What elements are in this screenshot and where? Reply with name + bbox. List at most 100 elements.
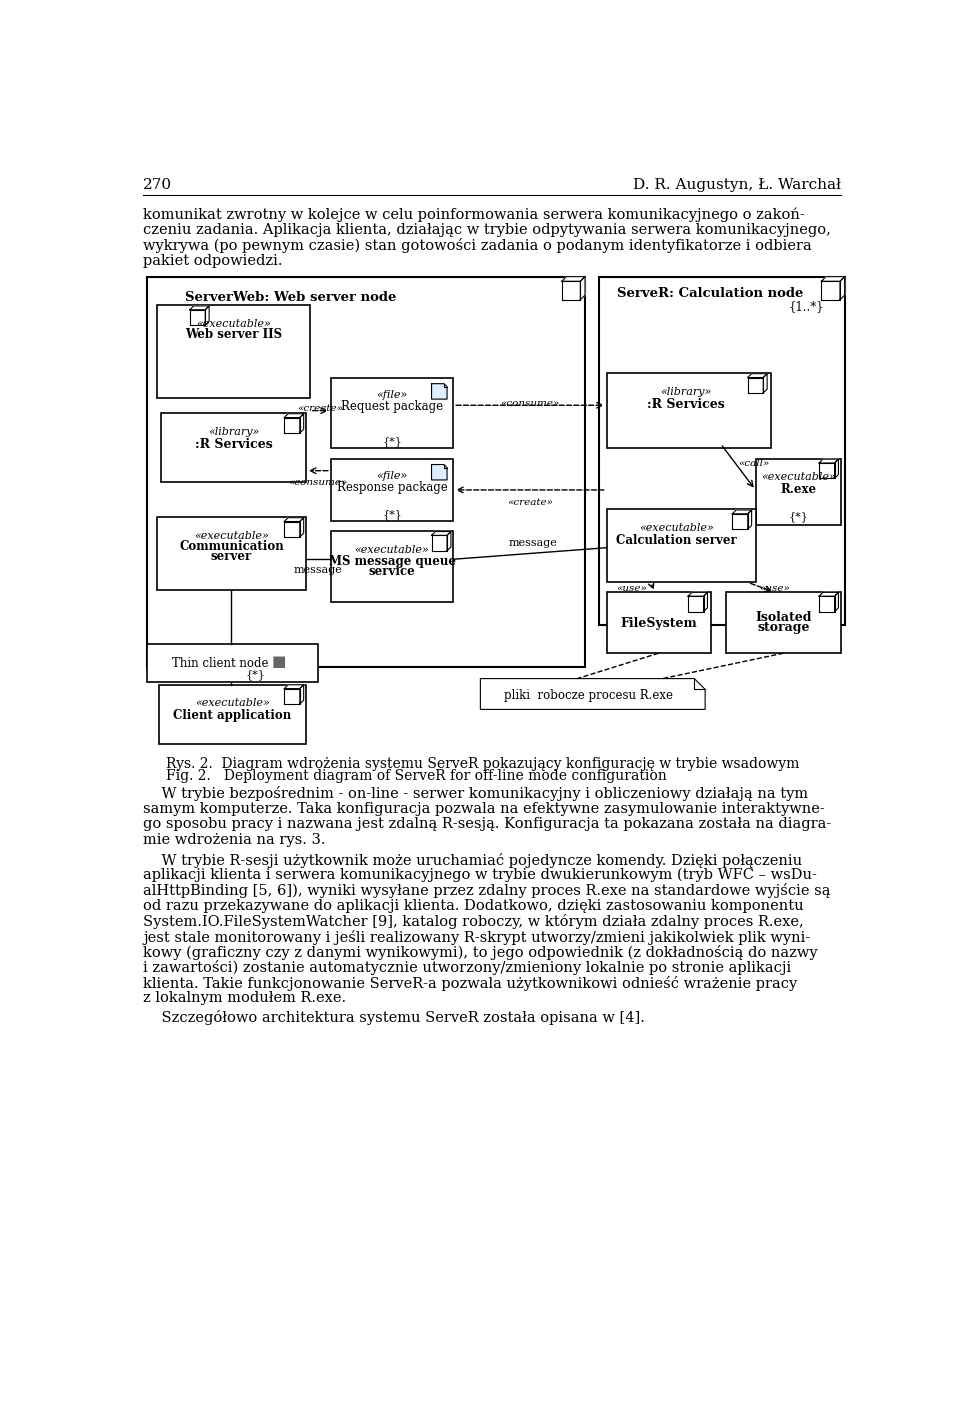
Text: server: server bbox=[211, 550, 252, 562]
Text: FileSystem: FileSystem bbox=[620, 618, 697, 630]
Text: «file»: «file» bbox=[376, 470, 408, 481]
Text: od razu przekazywane do aplikacji klienta. Dodatkowo, dzięki zastosowaniu kompon: od razu przekazywane do aplikacji klient… bbox=[143, 899, 804, 913]
Polygon shape bbox=[822, 281, 840, 300]
Polygon shape bbox=[284, 684, 303, 689]
Text: W trybie R-sesji użytkownik może uruchamiać pojedyncze komendy. Dzięki połączeni: W trybie R-sesji użytkownik może urucham… bbox=[143, 852, 803, 868]
Polygon shape bbox=[432, 383, 447, 399]
Bar bbox=[161, 413, 306, 483]
Text: «executable»: «executable» bbox=[639, 523, 714, 532]
Text: «consume»: «consume» bbox=[289, 479, 348, 487]
Bar bbox=[331, 531, 453, 602]
Polygon shape bbox=[819, 459, 838, 463]
Text: «executable»: «executable» bbox=[195, 697, 270, 707]
Text: {*}: {*} bbox=[788, 511, 808, 523]
Bar bbox=[726, 592, 841, 653]
Bar bbox=[147, 643, 318, 683]
Text: «call»: «call» bbox=[738, 459, 770, 469]
Polygon shape bbox=[562, 281, 581, 300]
Polygon shape bbox=[748, 510, 752, 530]
Text: D. R. Augustyn, Ł. Warchał: D. R. Augustyn, Ł. Warchał bbox=[633, 178, 841, 192]
Polygon shape bbox=[748, 373, 767, 378]
Text: :R Services: :R Services bbox=[647, 399, 725, 412]
Polygon shape bbox=[732, 514, 748, 530]
Polygon shape bbox=[834, 459, 838, 479]
Text: «library»: «library» bbox=[208, 427, 259, 437]
Text: komunikat zwrotny w kolejce w celu poinformowania serwera komunikacyjnego o zako: komunikat zwrotny w kolejce w celu poinf… bbox=[143, 207, 805, 222]
Text: R.exe: R.exe bbox=[780, 483, 816, 496]
Text: z lokalnym modułem R.exe.: z lokalnym modułem R.exe. bbox=[143, 991, 347, 1005]
Polygon shape bbox=[748, 378, 763, 393]
Text: Response package: Response package bbox=[337, 481, 447, 494]
Text: Szczegółowo architektura systemu ServeR została opisana w [4].: Szczegółowo architektura systemu ServeR … bbox=[143, 1010, 645, 1025]
Bar bbox=[599, 277, 845, 625]
Text: go sposobu pracy i nazwana jest zdalną R-sesją. Konfiguracja ta pokazana została: go sposobu pracy i nazwana jest zdalną R… bbox=[143, 816, 831, 831]
Polygon shape bbox=[819, 592, 838, 596]
Text: service: service bbox=[369, 565, 416, 578]
Polygon shape bbox=[284, 521, 300, 537]
Text: kowy (graficzny czy z danymi wynikowymi), to jego odpowiednik (z dokładnością do: kowy (graficzny czy z danymi wynikowymi)… bbox=[143, 946, 818, 960]
Text: pliki  robocze procesu R.exe: pliki robocze procesu R.exe bbox=[504, 689, 673, 701]
Bar bbox=[607, 373, 771, 447]
Text: ServeR: Calculation node: ServeR: Calculation node bbox=[617, 287, 804, 301]
Text: 270: 270 bbox=[143, 178, 173, 192]
Text: ■: ■ bbox=[272, 655, 286, 669]
Polygon shape bbox=[834, 592, 838, 612]
Polygon shape bbox=[284, 689, 300, 704]
Text: «file»: «file» bbox=[376, 391, 408, 400]
Text: W trybie bezpośrednim - on-line - serwer komunikacyjny i obliczeniowy działają n: W trybie bezpośrednim - on-line - serwer… bbox=[143, 787, 808, 801]
Text: Request package: Request package bbox=[341, 400, 444, 413]
Text: «executable»: «executable» bbox=[354, 545, 429, 555]
Text: alHttpBinding [5, 6]), wyniki wysyłane przez zdalny proces R.exe na standardowe : alHttpBinding [5, 6]), wyniki wysyłane p… bbox=[143, 883, 830, 899]
Text: czeniu zadania. Aplikacja klienta, działając w trybie odpytywania serwera komuni: czeniu zadania. Aplikacja klienta, dział… bbox=[143, 223, 831, 237]
Text: «consume»: «consume» bbox=[500, 399, 560, 408]
Text: {*}: {*} bbox=[382, 510, 402, 520]
Text: klienta. Takie funkcjonowanie ServeR-a pozwala użytkownikowi odnieść wrażenie pr: klienta. Takie funkcjonowanie ServeR-a p… bbox=[143, 976, 798, 991]
Bar bbox=[607, 592, 710, 653]
Text: {*}: {*} bbox=[382, 436, 402, 447]
Polygon shape bbox=[822, 277, 845, 281]
Text: Thin client node: Thin client node bbox=[173, 657, 269, 670]
Bar bbox=[157, 305, 310, 398]
Text: System.IO.FileSystemWatcher [9], katalog roboczy, w którym działa zdalny proces : System.IO.FileSystemWatcher [9], katalog… bbox=[143, 914, 804, 929]
Text: Calculation server: Calculation server bbox=[616, 534, 737, 547]
Polygon shape bbox=[284, 417, 300, 433]
Polygon shape bbox=[284, 518, 303, 521]
Text: {1..*}: {1..*} bbox=[788, 300, 824, 312]
Text: wykrywa (po pewnym czasie) stan gotowości zadania o podanym identyfikatorze i od: wykrywa (po pewnym czasie) stan gotowośc… bbox=[143, 239, 812, 253]
Text: Rys. 2.  Diagram wdrożenia systemu ServeR pokazujący konfigurację w trybie wsado: Rys. 2. Diagram wdrożenia systemu ServeR… bbox=[166, 757, 800, 771]
Polygon shape bbox=[688, 596, 704, 612]
Text: aplikacji klienta i serwera komunikacyjnego w trybie dwukierunkowym (tryb WFC – : aplikacji klienta i serwera komunikacyjn… bbox=[143, 868, 817, 882]
Polygon shape bbox=[688, 592, 708, 596]
Text: Communication: Communication bbox=[180, 540, 284, 552]
Polygon shape bbox=[300, 413, 303, 433]
Text: «use»: «use» bbox=[759, 584, 790, 594]
Text: Client application: Client application bbox=[173, 710, 292, 723]
Polygon shape bbox=[819, 596, 834, 612]
Text: message: message bbox=[509, 538, 558, 548]
Text: «executable»: «executable» bbox=[197, 320, 272, 329]
Text: «executable»: «executable» bbox=[194, 531, 269, 541]
Bar bbox=[158, 684, 306, 744]
Polygon shape bbox=[562, 277, 585, 281]
Bar bbox=[147, 277, 585, 667]
Polygon shape bbox=[300, 518, 303, 537]
Text: «library»: «library» bbox=[660, 386, 711, 396]
Text: «executable»: «executable» bbox=[760, 473, 835, 483]
Text: {*}: {*} bbox=[246, 669, 266, 680]
Text: «create»: «create» bbox=[507, 497, 553, 507]
Text: pakiet odpowiedzi.: pakiet odpowiedzi. bbox=[143, 254, 283, 267]
Text: mie wdrożenia na rys. 3.: mie wdrożenia na rys. 3. bbox=[143, 832, 325, 846]
Polygon shape bbox=[819, 463, 834, 479]
Text: Fig. 2.   Deployment diagram of ServeR for off-line mode configuration: Fig. 2. Deployment diagram of ServeR for… bbox=[166, 770, 667, 784]
Bar bbox=[331, 378, 453, 447]
Polygon shape bbox=[432, 464, 447, 480]
Polygon shape bbox=[581, 277, 585, 300]
Text: «use»: «use» bbox=[616, 584, 647, 594]
Text: i zawartości) zostanie automatycznie utworzony/zmieniony lokalnie po stronie apl: i zawartości) zostanie automatycznie utw… bbox=[143, 960, 791, 976]
Polygon shape bbox=[480, 679, 706, 710]
Text: :R Services: :R Services bbox=[195, 437, 273, 450]
Polygon shape bbox=[432, 531, 451, 535]
Polygon shape bbox=[732, 510, 752, 514]
Bar bbox=[331, 459, 453, 521]
Polygon shape bbox=[432, 535, 447, 551]
